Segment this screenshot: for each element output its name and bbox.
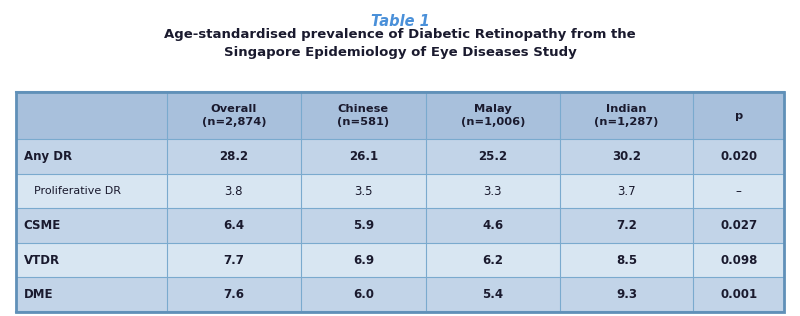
Text: 6.4: 6.4 [223, 219, 245, 232]
Bar [16, 92, 784, 139]
Text: 7.2: 7.2 [616, 219, 637, 232]
Text: CSME: CSME [23, 219, 61, 232]
Text: 8.5: 8.5 [616, 254, 637, 267]
Bar [16, 92, 784, 312]
Text: Table 1: Table 1 [370, 14, 430, 29]
Text: 7.6: 7.6 [223, 288, 244, 301]
Text: 0.020: 0.020 [720, 150, 758, 163]
Bar [16, 139, 784, 174]
Text: Overall
(n=2,874): Overall (n=2,874) [202, 105, 266, 127]
Bar [16, 174, 784, 208]
Text: 0.027: 0.027 [720, 219, 758, 232]
Text: 4.6: 4.6 [482, 219, 503, 232]
Text: Age-standardised prevalence of Diabetic Retinopathy from the
Singapore Epidemiol: Age-standardised prevalence of Diabetic … [164, 28, 636, 59]
Text: Any DR: Any DR [23, 150, 72, 163]
Text: 3.7: 3.7 [618, 185, 636, 198]
Text: 6.9: 6.9 [353, 254, 374, 267]
Text: Chinese
(n=581): Chinese (n=581) [338, 105, 390, 127]
Text: –: – [736, 185, 742, 198]
Text: VTDR: VTDR [23, 254, 60, 267]
Text: Malay
(n=1,006): Malay (n=1,006) [461, 105, 525, 127]
Text: 0.001: 0.001 [720, 288, 758, 301]
Text: 3.8: 3.8 [225, 185, 243, 198]
Text: 6.2: 6.2 [482, 254, 503, 267]
Text: 0.098: 0.098 [720, 254, 758, 267]
Text: 28.2: 28.2 [219, 150, 249, 163]
Text: 7.7: 7.7 [223, 254, 244, 267]
Text: DME: DME [23, 288, 53, 301]
Text: 26.1: 26.1 [349, 150, 378, 163]
Text: Indian
(n=1,287): Indian (n=1,287) [594, 105, 658, 127]
Text: 3.5: 3.5 [354, 185, 373, 198]
Text: 5.4: 5.4 [482, 288, 503, 301]
Text: 5.9: 5.9 [353, 219, 374, 232]
Text: 6.0: 6.0 [353, 288, 374, 301]
Text: 9.3: 9.3 [616, 288, 637, 301]
Bar [16, 208, 784, 243]
Bar [16, 277, 784, 312]
Text: 3.3: 3.3 [483, 185, 502, 198]
Text: 25.2: 25.2 [478, 150, 507, 163]
Text: 30.2: 30.2 [612, 150, 641, 163]
Text: Proliferative DR: Proliferative DR [34, 186, 121, 196]
Bar [16, 243, 784, 277]
Text: p: p [734, 111, 743, 121]
